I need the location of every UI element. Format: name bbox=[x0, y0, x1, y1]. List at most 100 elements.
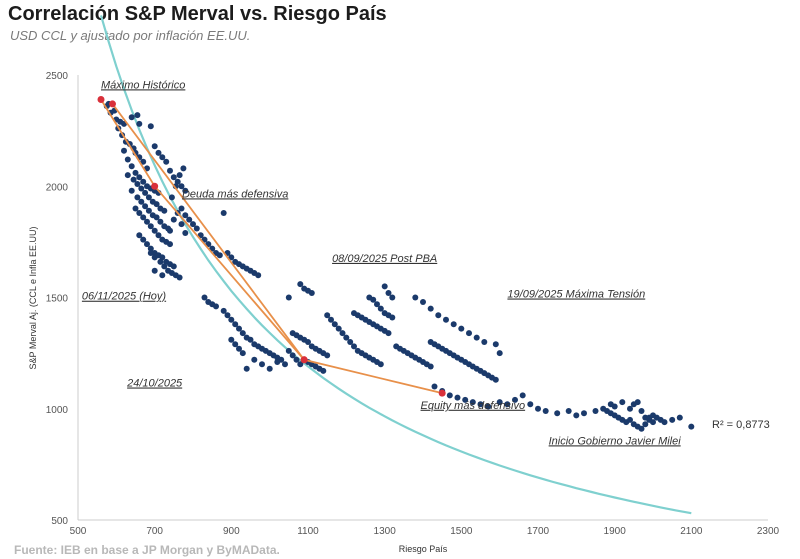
data-point bbox=[147, 250, 154, 256]
source-note: Fuente: IEB en base a JP Morgan y ByMADa… bbox=[14, 543, 280, 557]
data-point bbox=[347, 339, 354, 345]
data-point bbox=[176, 274, 183, 281]
data-point bbox=[182, 187, 189, 194]
axis-ticks: 500 700 900 1100 1300 1500 1700 1900 2100 2300 500… bbox=[46, 71, 780, 537]
data-point bbox=[140, 158, 147, 165]
data-point bbox=[134, 181, 141, 187]
data-point bbox=[251, 356, 258, 363]
data-point bbox=[140, 178, 147, 185]
data-point bbox=[385, 290, 392, 296]
data-point bbox=[389, 294, 396, 301]
highlight-marker bbox=[438, 389, 446, 397]
data-point bbox=[128, 114, 135, 121]
data-point bbox=[519, 392, 526, 399]
data-point bbox=[134, 194, 141, 201]
data-point bbox=[454, 394, 461, 401]
data-point bbox=[592, 408, 599, 414]
data-point bbox=[627, 405, 633, 412]
data-point bbox=[232, 341, 239, 348]
data-point bbox=[144, 241, 150, 248]
data-point bbox=[320, 367, 327, 374]
data-point bbox=[155, 232, 162, 239]
data-point bbox=[128, 187, 135, 194]
data-point bbox=[201, 294, 208, 301]
data-point bbox=[138, 185, 145, 192]
data-point bbox=[157, 258, 164, 265]
data-point bbox=[427, 363, 434, 370]
data-point bbox=[446, 392, 453, 399]
data-point bbox=[178, 183, 185, 190]
data-point bbox=[469, 399, 476, 406]
annotation-label: Deuda más defensiva bbox=[182, 188, 288, 200]
highlight-marker bbox=[300, 356, 308, 364]
data-point bbox=[193, 225, 200, 232]
data-point bbox=[351, 343, 357, 350]
data-point bbox=[174, 178, 181, 185]
highlight-marker bbox=[97, 95, 105, 103]
annotation-label: 08/09/2025 Post PBA bbox=[332, 253, 437, 265]
data-point bbox=[161, 263, 168, 270]
data-point bbox=[159, 154, 166, 161]
annotation-label: 24/10/2025 bbox=[126, 378, 183, 390]
data-point bbox=[339, 330, 346, 337]
data-point bbox=[328, 316, 334, 323]
data-point bbox=[128, 163, 135, 170]
data-point bbox=[527, 401, 534, 408]
data-point bbox=[381, 283, 388, 290]
data-point bbox=[535, 405, 541, 412]
chart-subtitle: USD CCL y ajustado por inflación EE.UU. bbox=[10, 28, 251, 43]
x-tick-label: 1300 bbox=[374, 526, 397, 537]
data-point bbox=[573, 412, 580, 419]
data-point bbox=[239, 330, 246, 337]
data-point bbox=[477, 401, 484, 408]
data-point bbox=[634, 399, 641, 406]
data-point bbox=[331, 321, 338, 328]
data-point bbox=[642, 421, 649, 428]
data-point bbox=[285, 347, 292, 354]
y-tick-label: 1500 bbox=[46, 294, 69, 305]
data-point bbox=[335, 325, 342, 332]
annotation-label: Equity más defensivo bbox=[421, 400, 526, 412]
annotation-label: Inicio Gobierno Javier Milei bbox=[549, 435, 682, 447]
data-point bbox=[178, 205, 185, 212]
data-point bbox=[121, 147, 127, 154]
data-point bbox=[243, 365, 250, 372]
data-point bbox=[145, 207, 152, 214]
data-point bbox=[151, 267, 158, 274]
data-point bbox=[255, 272, 262, 279]
data-point bbox=[627, 416, 633, 423]
trendline bbox=[99, 15, 692, 515]
data-point bbox=[140, 236, 147, 243]
data-point bbox=[619, 399, 626, 406]
data-point bbox=[213, 303, 219, 310]
data-point bbox=[153, 214, 160, 221]
data-point bbox=[132, 169, 139, 176]
annotations: Máximo Histórico Deuda más defensiva 08/09… bbox=[82, 79, 681, 447]
data-point bbox=[481, 339, 488, 345]
data-point bbox=[170, 263, 177, 270]
data-point bbox=[153, 201, 160, 208]
data-point bbox=[136, 210, 143, 216]
x-tick-label: 1900 bbox=[604, 526, 627, 537]
data-point bbox=[581, 410, 587, 417]
data-point bbox=[324, 352, 331, 359]
y-tick-label: 1000 bbox=[46, 405, 69, 416]
data-point bbox=[142, 189, 149, 196]
annotation-label: Máximo Histórico bbox=[101, 79, 185, 91]
data-point bbox=[466, 330, 472, 337]
data-point bbox=[266, 365, 273, 372]
data-point bbox=[274, 359, 281, 365]
data-point bbox=[308, 290, 315, 296]
data-point bbox=[492, 341, 499, 348]
data-point bbox=[186, 216, 193, 223]
data-point bbox=[236, 345, 242, 352]
data-point bbox=[161, 207, 168, 214]
data-point bbox=[136, 120, 143, 127]
data-point bbox=[688, 423, 695, 430]
data-point bbox=[450, 321, 457, 328]
y-tick-label: 2000 bbox=[46, 182, 69, 193]
data-point bbox=[236, 325, 242, 332]
data-point bbox=[151, 227, 158, 234]
data-point bbox=[124, 172, 131, 179]
